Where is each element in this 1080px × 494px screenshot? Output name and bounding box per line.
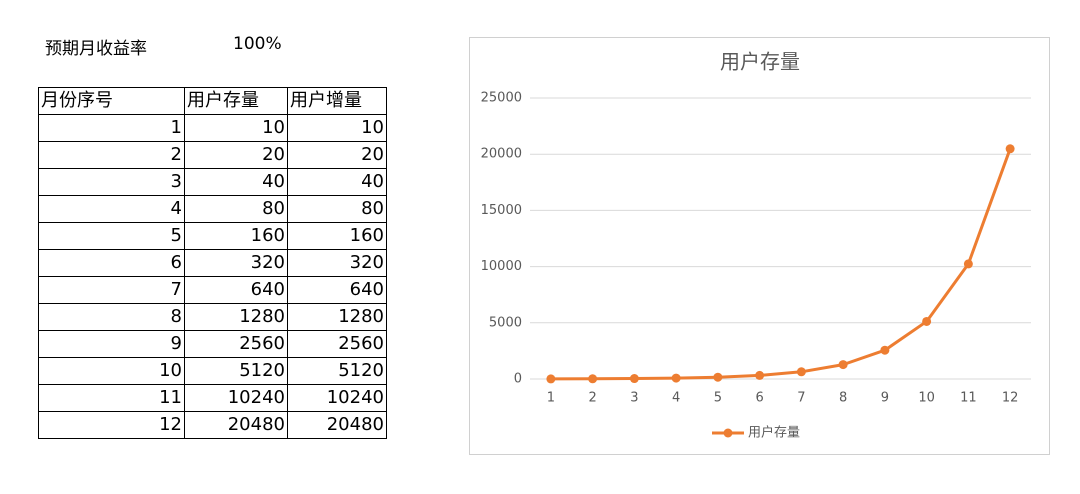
data-point — [546, 374, 556, 384]
table-cell: 3 — [38, 168, 185, 196]
data-point — [922, 316, 932, 326]
data-point — [796, 367, 806, 377]
y-tick-label: 20000 — [481, 147, 522, 162]
table-cell: 6 — [38, 249, 185, 277]
table-row: 12 20480 20480 — [38, 411, 387, 439]
table-cell: 2560 — [184, 330, 288, 358]
table-cell: 用户增量 — [287, 87, 387, 115]
table-cell: 20480 — [287, 411, 387, 439]
x-tick-label: 4 — [672, 391, 680, 406]
y-tick-label: 5000 — [489, 315, 522, 330]
x-tick-label: 8 — [839, 391, 847, 406]
y-tick-label: 15000 — [481, 203, 522, 218]
data-point — [963, 259, 973, 269]
x-tick-label: 5 — [714, 391, 722, 406]
table-cell: 10240 — [287, 384, 387, 412]
table-row: 11 10240 10240 — [38, 384, 387, 412]
table-cell: 20480 — [184, 411, 288, 439]
table-cell: 1 — [38, 114, 185, 142]
table-header: 月份序号 用户存量 用户增量 — [38, 87, 387, 115]
data-point — [880, 345, 890, 355]
table-cell: 1280 — [287, 303, 387, 331]
data-point — [755, 370, 765, 380]
data-point — [838, 360, 848, 370]
data-point — [629, 374, 639, 384]
setting-label: 预期月收益率 — [45, 39, 147, 59]
y-tick-label: 25000 — [481, 91, 522, 106]
table-cell: 12 — [38, 411, 185, 439]
table-cell: 160 — [287, 222, 387, 250]
table-row: 7 640 640 — [38, 276, 387, 304]
table-cell: 10 — [38, 357, 185, 385]
table-row: 10 5120 5120 — [38, 357, 387, 385]
table-cell: 2560 — [287, 330, 387, 358]
x-tick-label: 1 — [547, 391, 555, 406]
legend-marker — [723, 428, 733, 438]
x-tick-label: 2 — [588, 391, 596, 406]
x-tick-label: 9 — [881, 391, 889, 406]
table-cell: 10 — [287, 114, 387, 142]
series-line — [550, 148, 1012, 381]
y-tick-label: 10000 — [481, 259, 522, 274]
setting-value: 100% — [233, 34, 282, 54]
chart-title: 用户存量 — [720, 50, 800, 74]
table-row: 1 10 10 — [38, 114, 387, 142]
x-tick-label: 12 — [1002, 391, 1019, 406]
data-table: 月份序号 用户存量 用户增量 1 10 10 2 20 20 3 40 40 4 80 80 5 160 160 6… — [38, 87, 387, 439]
table-cell: 40 — [287, 168, 387, 196]
table-row: 5 160 160 — [38, 222, 387, 250]
table-cell: 月份序号 — [38, 87, 185, 115]
x-tick-label: 6 — [755, 391, 763, 406]
table-cell: 7 — [38, 276, 185, 304]
table-cell: 10 — [184, 114, 288, 142]
x-tick-label: 10 — [918, 391, 935, 406]
table-cell: 9 — [38, 330, 185, 358]
legend-label: 用户存量 — [748, 425, 800, 441]
data-point — [588, 374, 598, 384]
x-tick-label: 3 — [630, 391, 638, 406]
x-tick-label: 11 — [960, 391, 977, 406]
x-tick-label: 7 — [797, 391, 805, 406]
data-point — [671, 373, 681, 383]
table-cell: 320 — [287, 249, 387, 277]
data-point — [1005, 144, 1015, 154]
chart-frame — [469, 37, 1050, 455]
table-row: 6 320 320 — [38, 249, 387, 277]
y-tick-label: 0 — [514, 372, 522, 387]
table-cell: 320 — [184, 249, 288, 277]
table-cell: 20 — [184, 141, 288, 169]
data-point — [713, 372, 723, 382]
table-row: 9 2560 2560 — [38, 330, 387, 358]
